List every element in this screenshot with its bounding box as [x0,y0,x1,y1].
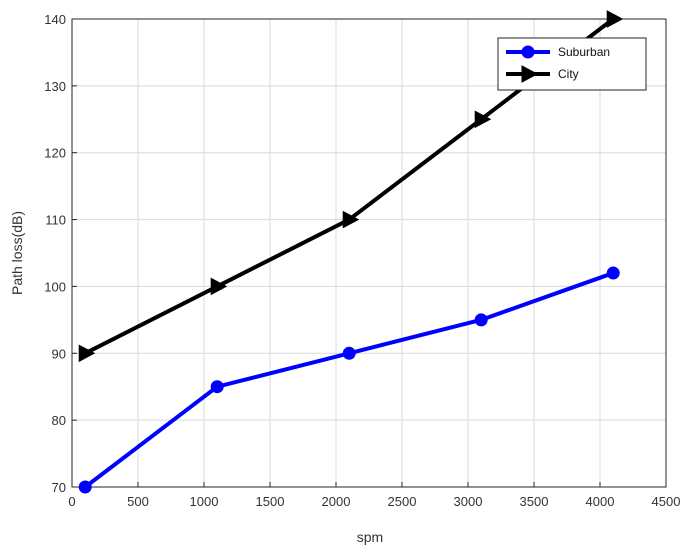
x-axis-label: spm [357,529,383,545]
x-tick-label: 1500 [256,494,285,509]
data-point-suburban [78,480,92,494]
data-point-city [210,277,228,296]
x-tick-label: 4500 [652,494,681,509]
legend-label-suburban: Suburban [558,45,610,59]
data-point-city [342,210,360,229]
x-tick-label: 1000 [190,494,219,509]
y-tick-label: 70 [52,480,66,495]
y-axis-label: Path loss(dB) [9,211,25,295]
y-tick-label: 90 [52,346,66,361]
y-tick-label: 140 [44,12,66,27]
legend: Suburban City [497,37,647,91]
legend-marker-city [521,65,539,83]
x-tick-label: 0 [68,494,75,509]
y-tick-label: 130 [44,79,66,94]
data-point-city [78,344,96,363]
plot-area [72,19,666,487]
y-axis-ticks: 70 80 90 100 110 120 130 140 [44,12,77,495]
y-tick-label: 120 [44,146,66,161]
legend-marker-suburban [521,45,535,59]
data-point-suburban [342,346,356,360]
x-tick-label: 2000 [322,494,351,509]
x-tick-label: 2500 [388,494,417,509]
x-tick-label: 4000 [586,494,615,509]
y-tick-label: 80 [52,413,66,428]
series-suburban [78,266,620,494]
x-tick-label: 500 [127,494,149,509]
legend-label-city: City [558,67,579,81]
x-axis-ticks: 0 500 1000 1500 2000 2500 3000 3500 4000 4500 [68,482,680,509]
y-tick-label: 100 [44,279,66,294]
x-tick-label: 3000 [454,494,483,509]
data-point-city [606,10,624,28]
data-point-suburban [606,266,620,280]
data-point-suburban [210,380,224,394]
data-point-city [474,110,492,129]
data-point-suburban [474,313,488,327]
x-tick-label: 3500 [520,494,549,509]
y-tick-label: 110 [45,213,66,228]
plot-frame [71,18,667,488]
